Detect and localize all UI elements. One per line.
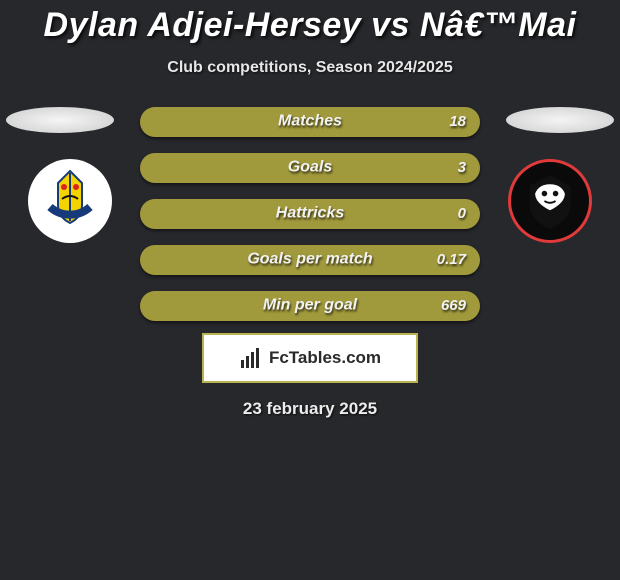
stat-value: 0.17 [437,251,466,268]
player-ellipse-right [506,107,614,133]
stat-value: 669 [441,297,466,314]
stat-value: 0 [458,205,466,222]
page-subtitle: Club competitions, Season 2024/2025 [0,59,620,77]
page-title: Dylan Adjei-Hersey vs Nâ€™Mai [0,0,620,45]
crest-left-icon [28,159,112,243]
stat-label: Hattricks [276,205,344,223]
stat-label: Matches [278,113,342,131]
player-ellipse-left [6,107,114,133]
stat-label: Min per goal [263,297,357,315]
stat-bar: Goals per match 0.17 [140,245,480,275]
bars-chart-icon [239,346,263,370]
stat-bar: Matches 18 [140,107,480,137]
brand-badge: FcTables.com [202,333,418,383]
stat-label: Goals [288,159,332,177]
stat-bar: Min per goal 669 [140,291,480,321]
stat-bars: Matches 18 Goals 3 Hattricks 0 Goals per… [140,107,480,337]
stat-label: Goals per match [247,251,372,269]
crest-right-icon [511,162,589,240]
brand-text: FcTables.com [269,348,381,368]
stat-bar: Goals 3 [140,153,480,183]
stat-value: 18 [449,113,466,130]
stat-value: 3 [458,159,466,176]
snapshot-date: 23 february 2025 [243,399,377,419]
club-logo-left [28,159,112,243]
stat-bar: Hattricks 0 [140,199,480,229]
club-logo-right [508,159,592,243]
